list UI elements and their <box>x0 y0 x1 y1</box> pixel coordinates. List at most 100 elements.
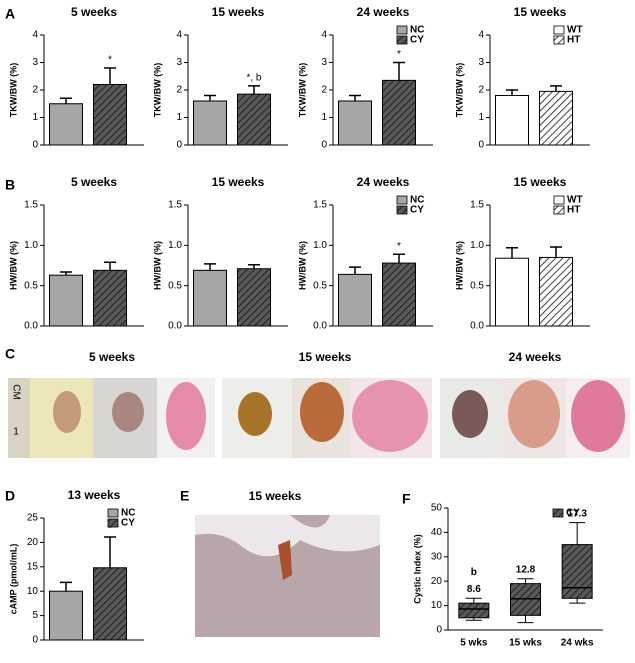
y-tick-label: 4 <box>32 30 38 41</box>
photo-title: 5 weeks <box>89 350 135 364</box>
significance-label: * <box>397 241 401 252</box>
panel-letter: D <box>5 488 15 504</box>
significance-label: *, b <box>246 73 261 84</box>
legend-label: NC <box>410 195 424 206</box>
panel-letter: F <box>402 491 411 507</box>
significance-label: b <box>471 567 477 578</box>
y-tick-label: 1.0 <box>470 240 484 251</box>
lumen <box>195 515 380 557</box>
chart-title: 15 weeks <box>212 5 265 19</box>
legend-label: NC <box>121 508 135 519</box>
y-axis-label: TKW/BW (%) <box>152 63 162 117</box>
panel-letter: B <box>5 177 15 193</box>
y-tick-label: 5 <box>32 610 38 621</box>
y-tick-label: 25 <box>27 513 39 524</box>
bar <box>237 268 271 327</box>
significance-label: * <box>108 55 112 66</box>
y-tick-label: 0 <box>321 140 327 151</box>
bar <box>382 79 416 146</box>
bar <box>338 100 372 146</box>
y-tick-label: 2 <box>321 85 327 96</box>
bar <box>49 590 83 641</box>
bar <box>49 274 83 327</box>
bar <box>237 93 271 146</box>
panel-letter: E <box>180 488 189 504</box>
y-tick-label: 3 <box>321 57 327 68</box>
y-tick-label: 0.5 <box>313 280 327 291</box>
legend-swatch <box>107 508 119 518</box>
error-bar <box>104 261 116 271</box>
y-tick-label: 3 <box>176 57 182 68</box>
ruler <box>8 378 30 458</box>
error-bar <box>506 247 518 259</box>
photo-title: 24 weeks <box>509 350 562 364</box>
error-bar <box>248 85 260 95</box>
legend-swatch <box>107 518 119 528</box>
legend-label: CY <box>121 518 135 529</box>
y-tick-label: 0 <box>176 140 182 151</box>
error-bar <box>550 85 562 92</box>
error-bar <box>60 97 72 104</box>
chart-title: 5 weeks <box>71 175 117 189</box>
y-axis-label: HW/BW (%) <box>8 241 18 290</box>
error-bar <box>60 581 72 592</box>
y-tick-label: 0 <box>478 140 484 151</box>
y-tick-label: 0.0 <box>313 321 327 332</box>
legend-swatch <box>396 35 408 45</box>
median-label: 8.6 <box>467 584 481 595</box>
y-tick-label: 40 <box>431 527 443 538</box>
y-tick-label: 0.0 <box>470 321 484 332</box>
error-bar <box>550 246 562 258</box>
y-axis-label: HW/BW (%) <box>297 241 307 290</box>
y-tick-label: 0.0 <box>168 321 182 332</box>
y-tick-label: 4 <box>478 30 484 41</box>
y-tick-label: 1 <box>176 112 182 123</box>
panel-letters: A B C D E F <box>5 6 411 507</box>
y-tick-label: 3 <box>32 57 38 68</box>
median-label: 17.3 <box>567 508 587 519</box>
error-bar <box>349 266 361 275</box>
legend-label: NC <box>410 25 424 36</box>
legend-label: CY <box>410 205 424 216</box>
y-tick-label: 0.5 <box>168 280 182 291</box>
y-tick-label: 0.0 <box>24 321 38 332</box>
ruler-label: CM <box>10 384 21 400</box>
bar <box>382 262 416 327</box>
y-tick-label: 1.0 <box>24 240 38 251</box>
y-tick-label: 1 <box>478 112 484 123</box>
y-tick-label: 3 <box>478 57 484 68</box>
y-tick-label: 4 <box>176 30 182 41</box>
legend-label: CY <box>566 508 580 519</box>
y-tick-label: 10 <box>27 586 39 597</box>
chart-title: 15 weeks <box>514 175 567 189</box>
kidney <box>300 382 344 442</box>
legend-label: HT <box>567 35 580 46</box>
significance-label: * <box>108 524 112 535</box>
error-bar <box>60 271 72 276</box>
legend-label: HT <box>567 205 580 216</box>
panel-letter: C <box>5 346 15 362</box>
photo-group <box>440 378 630 458</box>
y-tick-label: 0 <box>32 635 38 646</box>
kidney <box>53 391 81 433</box>
section <box>166 382 206 450</box>
significance-label: * <box>397 49 401 60</box>
chart-title: 13 weeks <box>68 488 121 502</box>
section <box>571 380 625 452</box>
y-tick-label: 2 <box>176 85 182 96</box>
y-axis-label: TKW/BW (%) <box>297 63 307 117</box>
bar <box>539 90 573 146</box>
legend-swatch <box>552 508 564 518</box>
section <box>352 380 428 452</box>
x-tick-label: 15 wks <box>509 638 542 649</box>
chart-title: 15 weeks <box>212 175 265 189</box>
legend-label: CY <box>410 35 424 46</box>
error-bar <box>248 263 260 269</box>
y-axis-label: TKW/BW (%) <box>454 63 464 117</box>
x-tick-label: 5 wks <box>460 638 488 649</box>
legend-swatch <box>553 195 565 205</box>
y-axis-label: HW/BW (%) <box>152 241 162 290</box>
y-tick-label: 2 <box>32 85 38 96</box>
